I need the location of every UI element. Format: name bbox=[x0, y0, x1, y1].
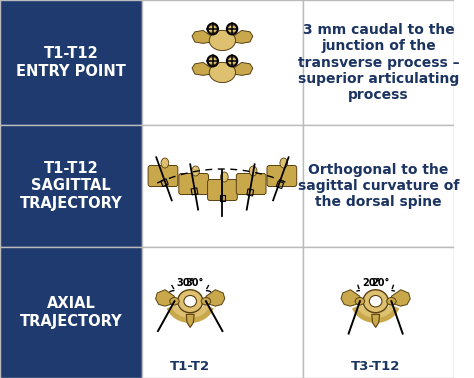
Text: 30°: 30° bbox=[176, 277, 195, 288]
Polygon shape bbox=[341, 290, 360, 306]
Text: T1-T12
ENTRY POINT: T1-T12 ENTRY POINT bbox=[16, 46, 126, 79]
Text: 20°: 20° bbox=[371, 277, 390, 288]
Ellipse shape bbox=[355, 297, 365, 305]
Ellipse shape bbox=[161, 158, 169, 168]
Ellipse shape bbox=[208, 25, 218, 33]
Ellipse shape bbox=[178, 290, 203, 313]
Polygon shape bbox=[234, 30, 253, 43]
Bar bbox=[0, 0, 142, 125]
Ellipse shape bbox=[201, 297, 210, 305]
Polygon shape bbox=[186, 314, 194, 327]
FancyBboxPatch shape bbox=[267, 166, 297, 186]
Ellipse shape bbox=[170, 297, 179, 305]
Polygon shape bbox=[234, 62, 253, 75]
Text: T1-T12
SAGITTAL
TRAJECTORY: T1-T12 SAGITTAL TRAJECTORY bbox=[19, 161, 122, 211]
Text: T1-T2: T1-T2 bbox=[170, 359, 210, 372]
Text: T3-T12: T3-T12 bbox=[351, 359, 401, 372]
Ellipse shape bbox=[249, 166, 257, 176]
Bar bbox=[219, 195, 225, 201]
Ellipse shape bbox=[227, 57, 237, 65]
Bar bbox=[191, 188, 198, 195]
FancyBboxPatch shape bbox=[208, 180, 237, 200]
Ellipse shape bbox=[280, 158, 288, 168]
Ellipse shape bbox=[363, 290, 388, 313]
Bar bbox=[247, 189, 254, 196]
Bar bbox=[303, 247, 455, 378]
Text: AXIAL
TRAJECTORY: AXIAL TRAJECTORY bbox=[19, 296, 122, 329]
Text: 20°: 20° bbox=[362, 277, 380, 288]
Bar bbox=[0, 247, 142, 378]
Ellipse shape bbox=[210, 62, 236, 82]
Ellipse shape bbox=[220, 172, 228, 182]
Ellipse shape bbox=[227, 25, 237, 33]
Bar bbox=[276, 181, 283, 189]
Ellipse shape bbox=[208, 57, 218, 65]
Text: 30°: 30° bbox=[186, 277, 204, 288]
Ellipse shape bbox=[369, 296, 382, 307]
Ellipse shape bbox=[184, 296, 197, 307]
FancyBboxPatch shape bbox=[179, 174, 209, 195]
Polygon shape bbox=[192, 30, 211, 43]
Bar bbox=[303, 0, 455, 125]
FancyBboxPatch shape bbox=[148, 166, 178, 186]
Bar bbox=[142, 0, 303, 125]
Bar bbox=[0, 125, 142, 247]
Polygon shape bbox=[392, 290, 410, 306]
Polygon shape bbox=[206, 290, 225, 306]
Bar bbox=[142, 125, 303, 247]
Bar bbox=[303, 125, 455, 247]
Polygon shape bbox=[192, 62, 211, 75]
Polygon shape bbox=[155, 290, 174, 306]
Bar bbox=[142, 247, 303, 378]
Text: 3 mm caudal to the
junction of the
transverse process –
superior articulating
pr: 3 mm caudal to the junction of the trans… bbox=[298, 23, 459, 102]
Ellipse shape bbox=[387, 297, 396, 305]
Ellipse shape bbox=[192, 166, 200, 176]
Text: Orthogonal to the
sagittal curvature of
the dorsal spine: Orthogonal to the sagittal curvature of … bbox=[298, 163, 459, 209]
Bar bbox=[161, 179, 168, 186]
Polygon shape bbox=[372, 314, 380, 327]
FancyBboxPatch shape bbox=[237, 174, 266, 195]
Ellipse shape bbox=[210, 30, 236, 51]
